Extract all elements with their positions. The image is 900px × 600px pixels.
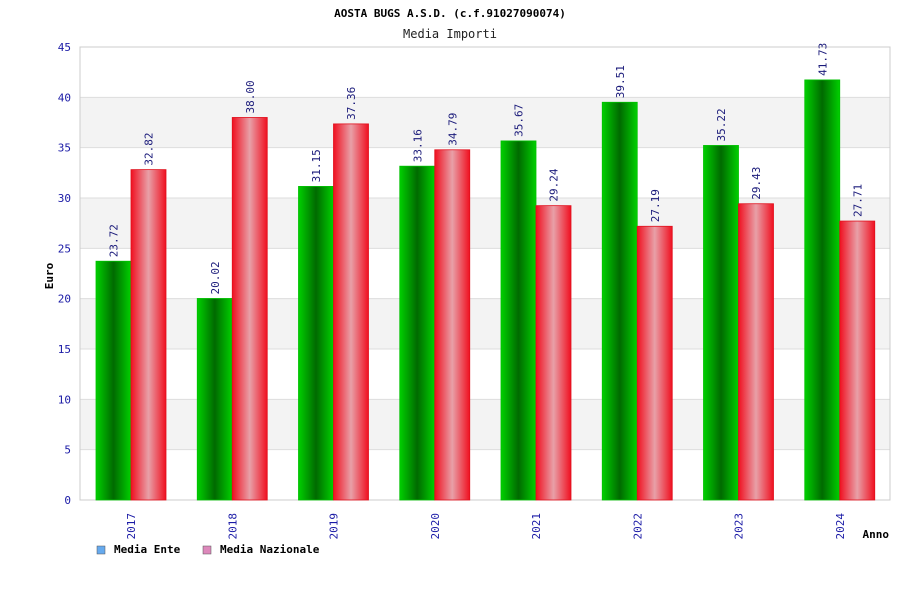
bar-media-ente [500,140,537,501]
bar-media-nazionale [130,169,167,501]
y-tick-label: 45 [58,41,71,54]
legend-swatch [202,545,212,555]
bar-media-ente [399,165,436,501]
bar-media-ente [601,101,638,501]
x-tick-label: 2022 [631,513,644,540]
plot-frame [79,46,891,501]
legend-item-media-nazionale[interactable]: Media Nazionale [202,543,320,556]
y-tick-label: 35 [58,142,71,155]
data-label: 20.02 [209,261,222,294]
bar-media-nazionale [636,225,673,501]
chart-title: AOSTA BUGS A.S.D. (c.f.91027090074) [334,7,566,20]
x-tick-label: 2019 [328,513,341,540]
data-label: 29.43 [750,167,763,200]
bar-media-ente [804,79,841,501]
chart-subtitle: Media Importi [403,27,497,41]
bars [95,79,876,501]
data-label: 32.82 [143,132,156,165]
y-tick-label: 10 [58,393,71,406]
y-axis-ticks: 0 5 10 15 20 25 30 35 40 45 [58,41,71,507]
legend-label: Media Nazionale [220,543,320,556]
y-tick-label: 15 [58,343,71,356]
bar-media-nazionale [434,149,471,501]
y-tick-label: 40 [58,91,71,104]
x-tick-label: 2023 [733,513,746,540]
x-tick-label: 2017 [125,513,138,540]
y-tick-label: 5 [64,444,71,457]
x-tick-label: 2020 [429,513,442,540]
data-label: 27.71 [851,184,864,217]
data-label: 33.16 [411,129,424,162]
bar-media-ente [298,186,334,501]
y-tick-label: 20 [58,293,71,306]
data-label: 37.36 [345,87,358,120]
bar-media-nazionale [839,220,876,501]
bar-media-nazionale [231,117,268,501]
data-label: 41.73 [816,43,829,76]
legend-item-media-ente[interactable]: Media Ente [96,543,181,556]
x-axis-ticks: 2017 2018 2019 2020 2021 2022 2023 2024 [125,513,847,540]
data-label: 35.22 [715,108,728,141]
data-label: 27.19 [649,189,662,222]
bar-media-ente [703,145,739,501]
legend-label: Media Ente [114,543,181,556]
data-label: 31.15 [310,149,323,182]
legend: Media Ente Media Nazionale [96,543,320,556]
bar-media-ente [95,260,132,501]
y-tick-label: 0 [64,494,71,507]
data-label: 29.24 [548,168,561,201]
data-label: 38.00 [244,80,257,113]
y-tick-label: 30 [58,192,71,205]
data-label: 23.72 [108,224,121,257]
grid-band [80,97,890,148]
legend-swatch [96,545,106,555]
x-tick-label: 2021 [530,513,543,540]
data-label: 39.51 [614,65,627,98]
bar-media-nazionale [535,205,572,501]
data-labels: 23.72 32.82 20.02 38.00 31.15 37.36 33.16 34.79… [108,43,865,295]
x-axis-label: Anno [863,528,890,541]
bar-media-nazionale [333,123,369,501]
y-axis-label: Euro [43,262,56,289]
y-tick-label: 25 [58,242,71,255]
bar-media-ente [196,298,233,501]
bar-media-nazionale [738,203,774,501]
data-label: 34.79 [446,113,459,146]
x-tick-label: 2018 [226,513,239,540]
data-label: 35.67 [513,104,526,137]
x-tick-label: 2024 [834,513,847,540]
